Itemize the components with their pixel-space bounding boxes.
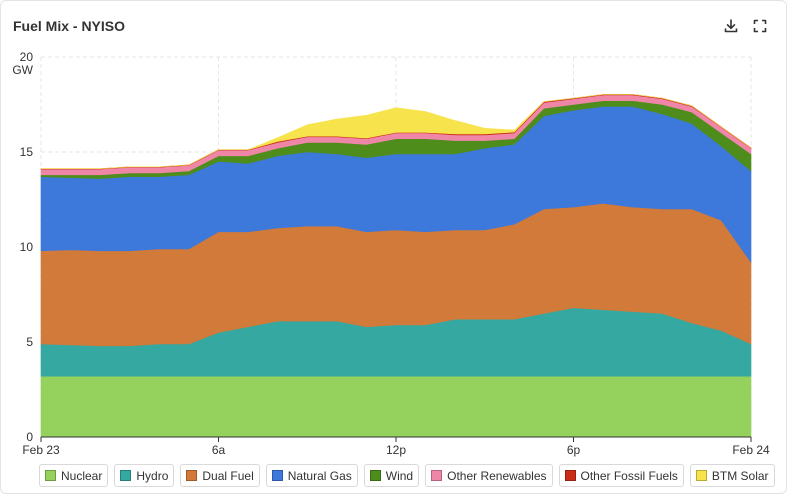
legend-label: Other Renewables [447, 468, 547, 483]
legend-label: Dual Fuel [202, 468, 254, 483]
area-nuclear[interactable] [40, 375, 752, 438]
y-tick-label: 20 [20, 50, 34, 64]
legend-item-other-fossil-fuels[interactable]: Other Fossil Fuels [558, 464, 684, 487]
y-tick-label: 0 [26, 430, 33, 444]
y-tick-label: 5 [26, 335, 33, 349]
legend-item-nuclear[interactable]: Nuclear [39, 464, 109, 487]
legend-label: Other Fossil Fuels [580, 468, 678, 483]
legend-label: Nuclear [61, 468, 103, 483]
area-btm-solar[interactable] [41, 94, 752, 169]
legend-label: Natural Gas [287, 468, 352, 483]
legend-item-natural-gas[interactable]: Natural Gas [265, 464, 358, 487]
chart-title: Fuel Mix - NYISO [13, 18, 126, 34]
x-tick-label: Feb 24 [732, 443, 770, 457]
legend-label: BTM Solar [711, 468, 769, 483]
legend-label: Wind [385, 468, 414, 483]
legend-swatch [120, 470, 132, 481]
x-tick-label: Feb 23 [22, 443, 60, 457]
x-tick-label: 6a [212, 443, 226, 457]
legend-label: Hydro [136, 468, 169, 483]
chart-legend: Nuclear Hydro Dual Fuel Natural Gas Wind Othe… [39, 464, 775, 487]
y-axis-unit-label: GW [12, 63, 33, 77]
legend-swatch [369, 470, 381, 481]
legend-item-btm-solar[interactable]: BTM Solar [689, 464, 775, 487]
legend-swatch [695, 470, 707, 481]
legend-swatch [431, 470, 443, 481]
legend-swatch [564, 470, 576, 481]
y-tick-label: 15 [20, 145, 34, 159]
legend-item-wind[interactable]: Wind [363, 464, 420, 487]
legend-swatch [186, 470, 198, 481]
download-icon[interactable] [720, 15, 742, 37]
x-tick-label: 6p [567, 443, 581, 457]
y-tick-label: 10 [20, 240, 34, 254]
legend-item-hydro[interactable]: Hydro [114, 464, 175, 487]
legend-swatch [271, 470, 283, 481]
legend-item-dual-fuel[interactable]: Dual Fuel [180, 464, 260, 487]
area-layer[interactable] [40, 94, 752, 438]
x-tick-label: 12p [386, 443, 406, 457]
legend-swatch [45, 470, 56, 481]
legend-item-other-renewables[interactable]: Other Renewables [425, 464, 553, 487]
fullscreen-icon[interactable] [749, 15, 771, 37]
